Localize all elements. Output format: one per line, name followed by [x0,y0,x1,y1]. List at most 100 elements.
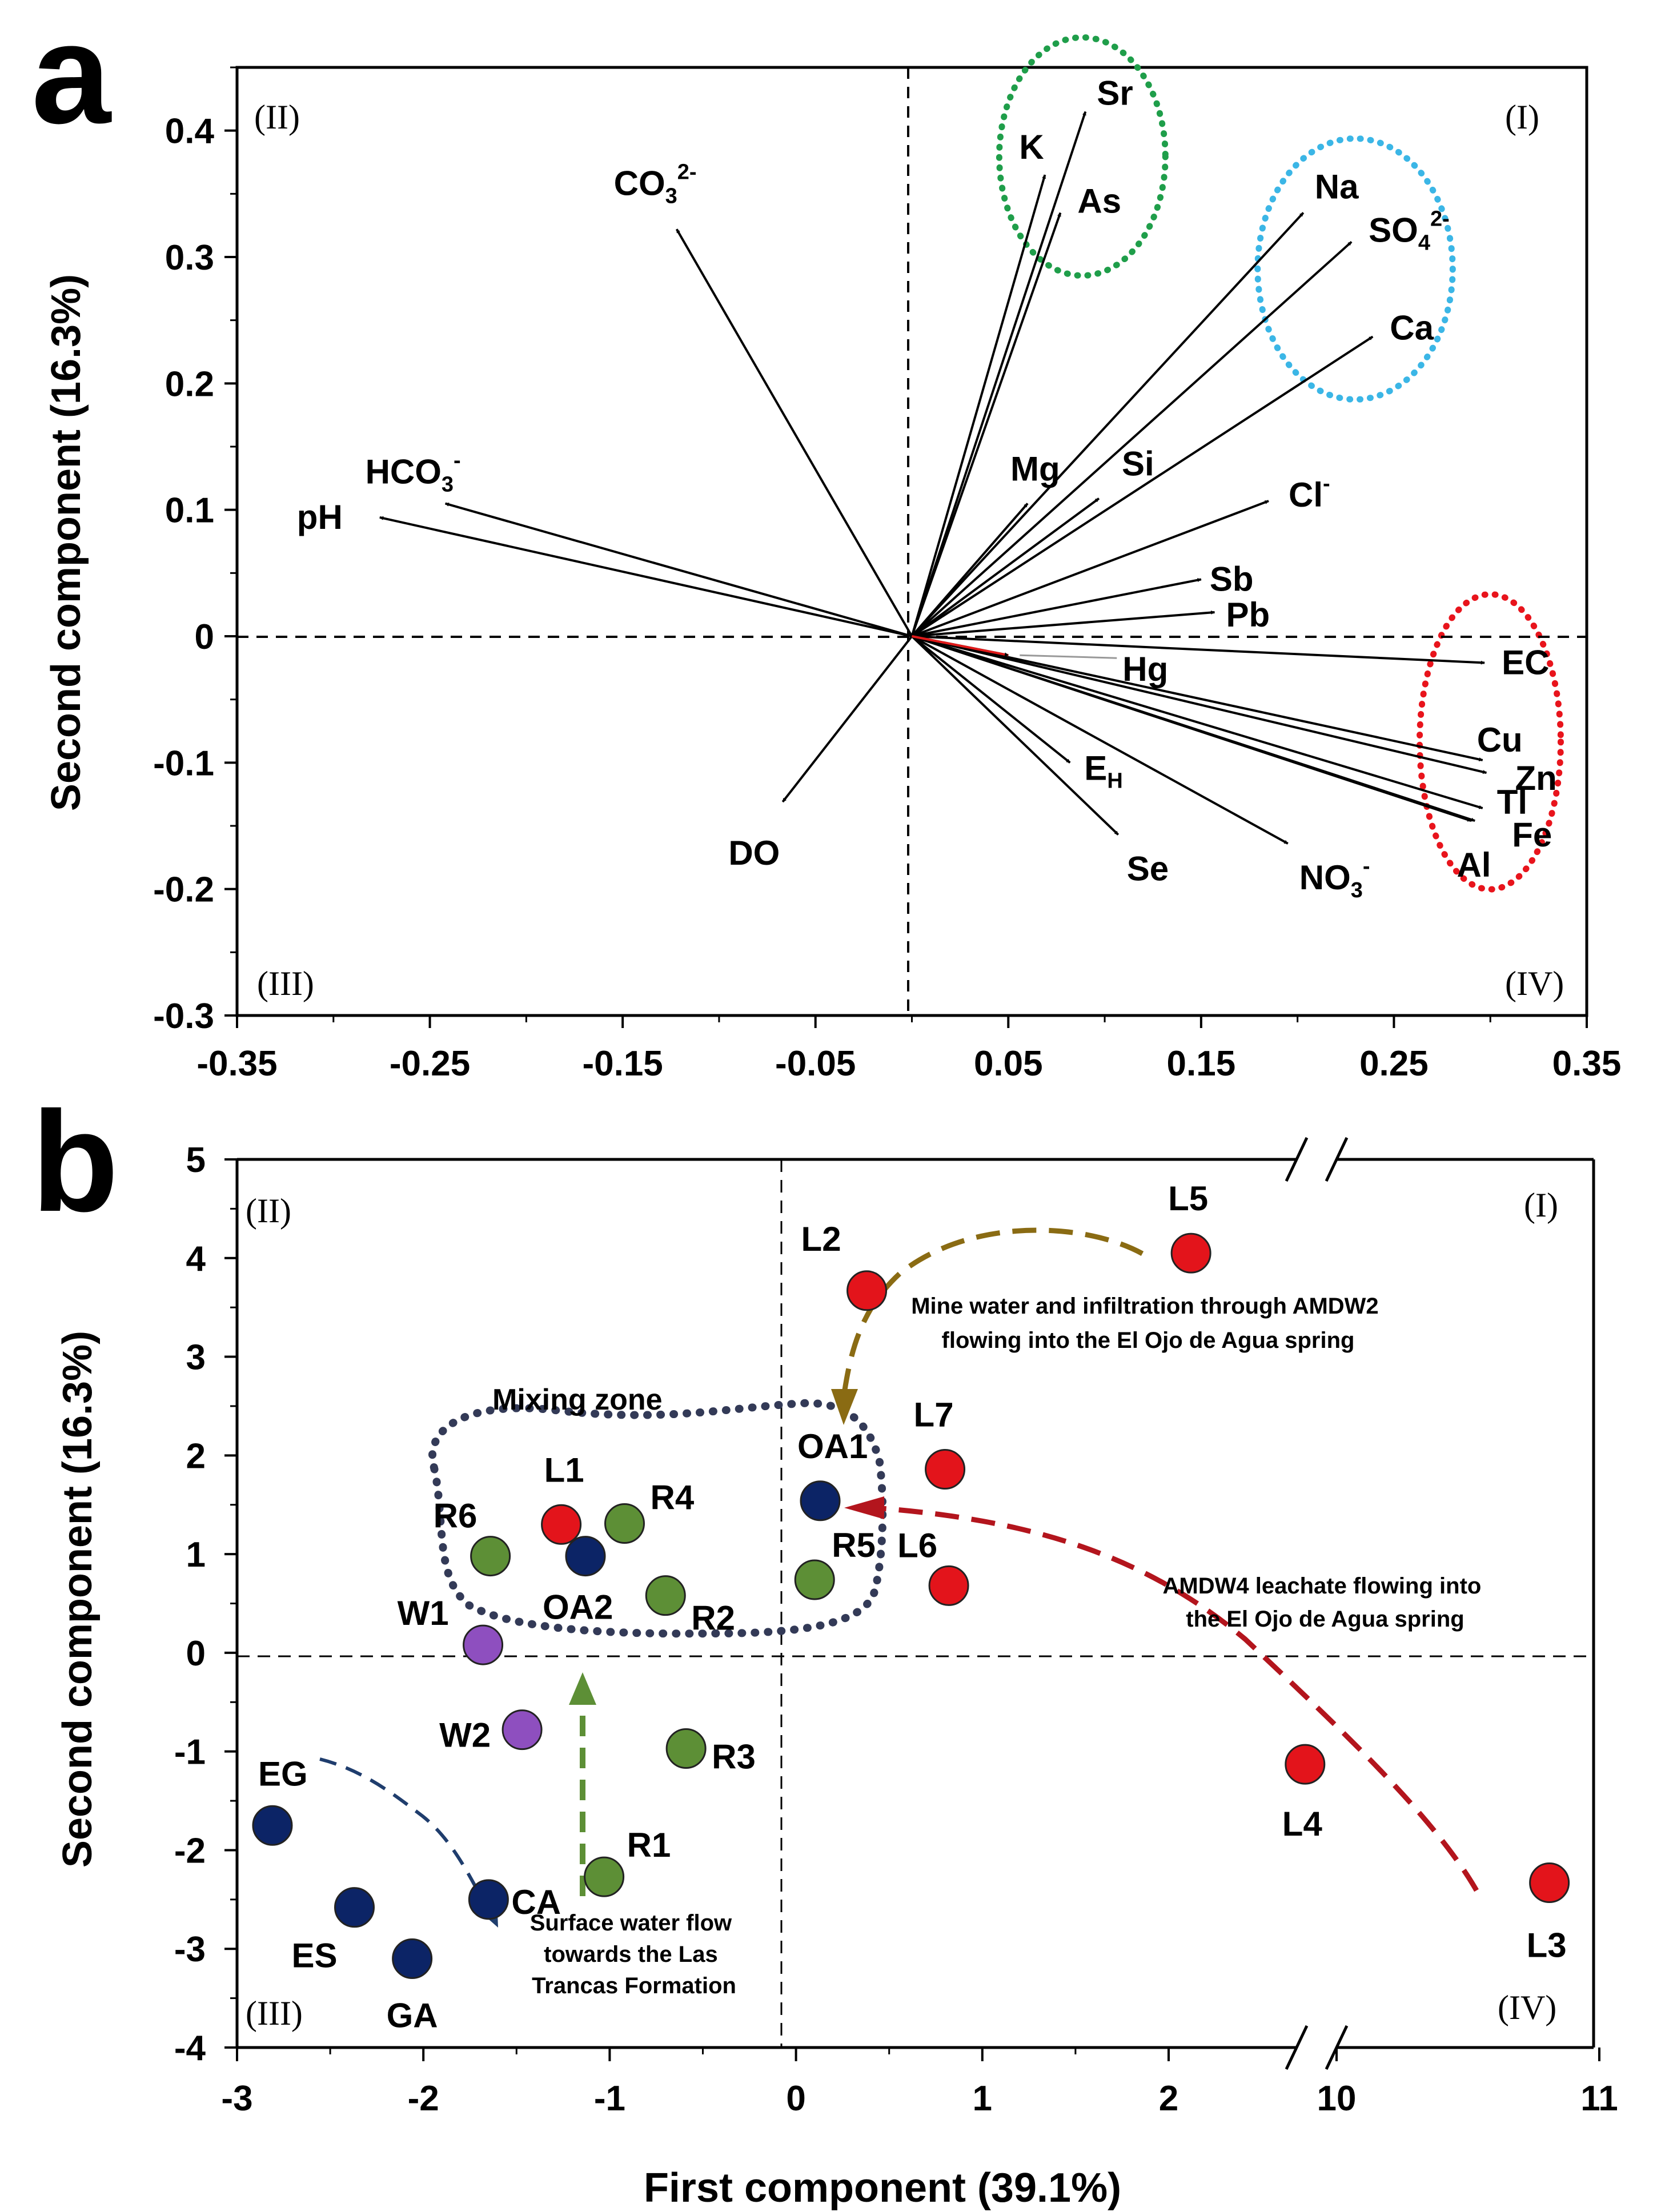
vector-label-hco3: HCO3- [366,449,461,497]
y-tick-label-b: 4 [186,1239,206,1279]
x-tick-label-a: 0.15 [1167,1044,1236,1083]
loading-vector-so4 [911,240,1353,637]
loading-vector-co3 [675,228,913,637]
vector-label-mg: Mg [1010,450,1060,488]
vector-label-cu: Cu [1477,721,1523,759]
sample-label-ga: GA [387,1997,438,2035]
vector-label-no3: NO3- [1299,854,1370,902]
y-tick-label-b: -3 [174,1930,206,1969]
mixing-zone-label: Mixing zone [492,1383,663,1416]
loading-vector-sr [910,111,1087,637]
surface-flow-annotation: Surface water flow towards the Las Tranc… [530,1910,739,1998]
loading-vector-as [910,212,1062,637]
surface-flow-line-3: Trancas Formation [532,1973,736,1998]
sample-point-l2 [846,1270,888,1311]
x-axis-label-b: First component (39.1%) [644,2165,1121,2211]
quadrant-III-a: (III) [257,965,314,1002]
vector-label-sb: Sb [1210,560,1254,598]
vector-label-si: Si [1122,445,1154,483]
sample-point-w1 [463,1624,504,1665]
loading-vector-hco3 [444,502,913,637]
y-tick-label-b: -2 [174,1831,206,1870]
sample-label-w1: W1 [398,1594,449,1632]
quadrant-IV-a: (IV) [1505,965,1564,1002]
x-tick-label-b: -2 [408,2079,439,2118]
vector-label-pb: Pb [1226,596,1270,634]
x-tick-label-a: -0.35 [196,1044,277,1083]
sample-point-l4 [1285,1744,1326,1785]
y-tick-label-a: -0.3 [153,997,214,1036]
x-tick-label-b: 0 [786,2079,805,2118]
axis-break-mark [1285,1137,1309,1182]
x-tick-label-b: 11 [1580,2079,1618,2118]
y-tick-label-b: -1 [174,1733,206,1772]
loadings-plot: a -0.35 -0.25 -0.15 -0.05 0.05 0.15 0.25 0.35 0.… [31,0,1621,1083]
loading-vector-zn [912,635,1487,774]
x-tick-label-b: 10 [1317,2079,1357,2118]
sample-label-l4: L4 [1282,1805,1323,1843]
loading-vector-pb [912,610,1215,637]
loading-vector-ca [911,335,1374,637]
axis-break-mark [1285,2025,1309,2070]
vector-label-cl: Cl- [1289,472,1330,514]
surface-flow-line-2: towards the Las [544,1942,718,1967]
loading-vector-ec [912,635,1485,665]
vector-label-se: Se [1127,849,1169,888]
y-tick-label-a: 0.3 [165,238,214,278]
x-tick-label-a: -0.05 [775,1044,856,1083]
sample-point-oa1 [800,1480,841,1521]
sample-point-es [334,1887,375,1928]
sample-label-es: ES [292,1937,338,1975]
vector-label-al: Al [1457,846,1491,884]
sample-point-r6 [470,1536,511,1577]
x-tick-label-b: 1 [973,2079,992,2118]
vector-label-tl: Tl [1497,783,1527,821]
sample-label-oa2: OA2 [543,1588,613,1627]
mixing-zone-outline [428,1399,887,1638]
sample-point-l5 [1170,1233,1211,1274]
loading-vector-sb [912,578,1202,637]
mine-flow-line-2: flowing into the El Ojo de Agua spring [942,1328,1355,1353]
sample-label-r4: R4 [650,1479,694,1517]
y-tick-label-b: 0 [186,1634,206,1673]
sample-label-l3: L3 [1527,1926,1567,1964]
y-tick-label-b: 1 [186,1535,206,1575]
vector-label-ec: EC [1502,643,1549,681]
x-tick-label-b: -3 [221,2079,252,2118]
surface-flow-arrow [319,1757,488,1909]
sample-point-l7 [925,1449,966,1490]
hg-vector-highlight [912,635,1009,657]
vector-label-k: K [1019,128,1044,166]
y-tick-label-a: 0.2 [165,364,214,404]
y-tick-label-b: 2 [186,1436,206,1476]
loading-vector-tl [911,635,1483,809]
vector-label-hg: Hg [1122,650,1168,688]
loading-vector-si [911,497,1100,637]
sample-point-ca [468,1879,509,1920]
sample-point-w2 [501,1709,543,1751]
y-tick-label-b: 5 [186,1141,206,1180]
vector-label-fe: Fe [1512,816,1552,854]
y-tick-label-a: 0 [195,617,214,657]
y-tick-label-a: -0.1 [153,744,214,783]
sample-point-r3 [665,1728,707,1769]
quadrant-III-b: (III) [246,1994,303,2032]
surface-flow-line-1: Surface water flow [530,1910,732,1936]
sample-label-r2: R2 [691,1599,735,1637]
loading-vector-cu [912,635,1483,761]
quadrant-II-b: (II) [246,1192,291,1230]
sample-point-oa2 [565,1536,606,1577]
y-tick-label-b: -4 [174,2029,206,2068]
panel-label-b: b [31,1082,119,1241]
sample-point-l6 [928,1565,969,1606]
y-axis-label-a: Second component (16.3%) [43,274,89,811]
vector-label-eh: EH [1084,749,1122,793]
x-tick-label-a: 0.25 [1359,1044,1429,1083]
amdw4-flow-line-1: AMDW4 leachate flowing into [1163,1573,1482,1599]
x-tick-label-a: 0.35 [1552,1044,1622,1083]
sample-label-oa1: OA1 [797,1427,868,1466]
sample-label-r3: R3 [712,1737,756,1776]
quadrant-IV-b: (IV) [1498,1989,1556,2026]
